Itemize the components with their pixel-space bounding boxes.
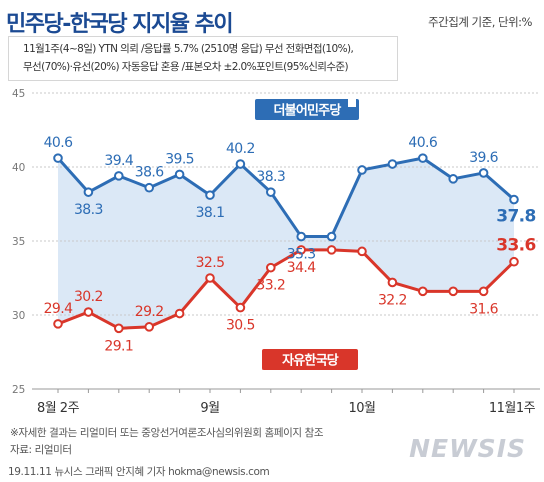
minju-value-label: 39.5 [165, 151, 194, 167]
minju-point [205, 190, 215, 200]
gap-band [58, 158, 514, 329]
minju-point [387, 159, 398, 169]
y-tick-label: 25 [12, 384, 25, 396]
minju-value-label: 35.3 [287, 247, 316, 263]
minju-value-label: 39.4 [104, 153, 133, 169]
minju-value-label: 40.2 [226, 141, 255, 157]
hankuk-point [357, 246, 367, 257]
hankuk-point [266, 262, 276, 273]
minju-value-label: 38.3 [256, 169, 285, 185]
hankuk-value-label: 29.2 [135, 304, 164, 320]
minju-legend-tag-text: 더불어민주당 [274, 103, 342, 119]
hankuk-value-label: 31.6 [469, 301, 498, 317]
minju-point [357, 165, 367, 175]
x-tick-label: 9월 [200, 401, 219, 416]
minju-value-label: 38.6 [135, 165, 164, 181]
minju-value-label: 39.6 [469, 150, 498, 166]
minju-point [326, 231, 337, 242]
hankuk-legend-tag-box [262, 349, 358, 370]
source-note: 자료: 리얼미터 [10, 444, 72, 456]
hankuk-point [83, 307, 94, 317]
newsis-watermark: NEWSIS [409, 434, 526, 463]
unit-note: 주간집계 기준, 단위:% [428, 15, 532, 29]
hankuk-value-label: 30.2 [74, 289, 103, 305]
minju-point [174, 169, 185, 180]
minju-logo-mark [348, 99, 356, 107]
y-tick-label: 35 [12, 236, 25, 248]
survey-info-line-2: 무선(70%)·유선(20%) 자동응답 혼용 /표본오차 ±2.0%포인트(9… [23, 61, 349, 73]
page-title: 민주당-한국당 지지율 추이 [6, 12, 234, 37]
hankuk-point [387, 277, 398, 288]
hankuk-point [418, 286, 428, 297]
minju-point [144, 182, 154, 193]
minju-value-label: 38.3 [74, 202, 103, 218]
minju-legend-tag-box [255, 99, 359, 120]
x-tick-label: 10월 [348, 401, 375, 416]
hankuk-value-label: 32.2 [378, 292, 407, 308]
minju-legend-tag: 더불어민주당 [255, 99, 359, 120]
minju-value-label: 40.6 [408, 135, 437, 151]
minju-point [448, 174, 459, 184]
hankuk-value-label: 29.1 [104, 338, 133, 354]
x-tick-label: 8월 2주 [37, 401, 80, 416]
minju-series-line [56, 156, 515, 239]
hankuk-point [509, 256, 519, 267]
credit-line: 19.11.11 뉴시스 그래픽 안지혜 기자 hokma@newsis.com [8, 466, 270, 478]
minju-point [83, 187, 94, 197]
hankuk-value-label: 33.6 [496, 236, 536, 256]
hankuk-point [114, 323, 124, 334]
minju-point [114, 171, 124, 181]
minju-point [296, 231, 307, 242]
hankuk-point [53, 319, 63, 329]
minju-point [235, 159, 246, 169]
hankuk-point [174, 308, 185, 319]
hankuk-series-line [57, 248, 516, 330]
survey-info-line-1: 11월1주(4~8일) YTN 의뢰 /응답률 5.7% (2510명 응답) … [23, 43, 354, 55]
minju-point [418, 153, 428, 163]
minju-value-label: 40.6 [44, 135, 73, 151]
y-tick-label: 30 [12, 310, 25, 322]
minju-point [478, 168, 489, 178]
minju-point [53, 153, 63, 163]
hankuk-point [235, 302, 246, 313]
hankuk-point [144, 322, 154, 332]
hankuk-point [326, 245, 337, 255]
hankuk-legend-tag-text: 자유한국당 [282, 353, 339, 369]
hankuk-point [448, 286, 459, 297]
hankuk-point [205, 273, 215, 283]
footnote: ※자세한 결과는 리얼미터 또는 중앙선거여론조사심의위원회 홈페이지 참조 [10, 427, 324, 439]
hankuk-legend-tag: 자유한국당 [262, 349, 358, 370]
x-tick-label: 11월1주 [489, 401, 536, 416]
minju-value-label: 37.8 [496, 207, 536, 227]
survey-info-box: 11월1주(4~8일) YTN 의뢰 /응답률 5.7% (2510명 응답) … [8, 36, 398, 81]
hankuk-point [478, 286, 489, 297]
minju-point [509, 194, 519, 205]
y-tick-label: 40 [12, 162, 25, 174]
hankuk-value-label: 29.4 [44, 301, 73, 317]
hankuk-point [296, 245, 307, 255]
y-tick-label: 45 [12, 88, 25, 100]
hankuk-logo-mark [262, 362, 274, 370]
minju-value-label: 38.1 [196, 205, 225, 221]
hankuk-value-label: 32.5 [196, 255, 225, 271]
hankuk-value-label: 33.2 [256, 278, 285, 294]
hankuk-value-label: 30.5 [226, 318, 255, 334]
hankuk-value-label: 34.4 [287, 260, 316, 276]
minju-point [266, 187, 276, 197]
